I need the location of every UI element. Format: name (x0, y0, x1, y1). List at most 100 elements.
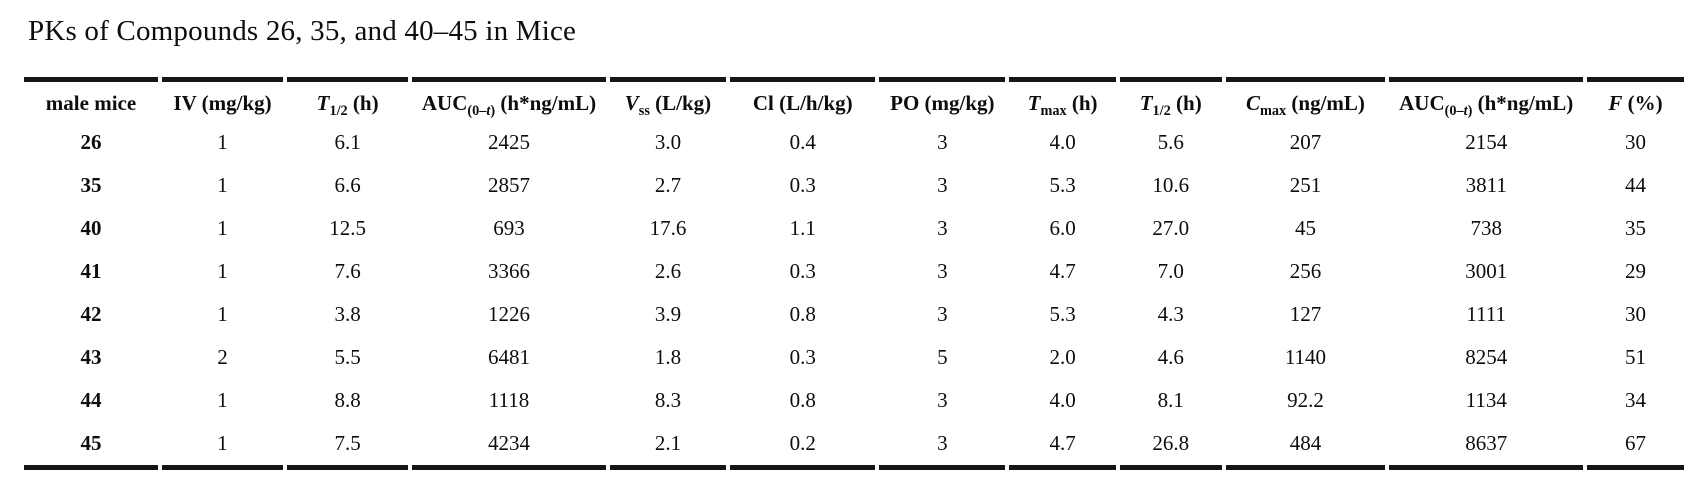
cell: 0.8 (789, 388, 816, 412)
header-text-segment: V (624, 91, 639, 115)
header-text-segment: t (1463, 103, 1468, 120)
cell: 2.6 (654, 259, 682, 283)
cell: 1 (217, 173, 228, 197)
cell: 3811 (1465, 173, 1507, 197)
cell: 693 (493, 216, 525, 240)
table-title: PKs of Compounds 26, 35, and 40–45 in Mi… (28, 15, 577, 47)
cell: 0.3 (789, 345, 816, 369)
cell: 5.6 (1157, 130, 1184, 154)
cell: 7.0 (1157, 259, 1184, 283)
cell: 738 (1470, 216, 1502, 240)
column-header-2: IV (mg/kg) (161, 77, 284, 121)
header-row: male mice IV (mg/kg) T1/2 (h) AUC(0–t) (h*n… (24, 77, 1684, 121)
cell: 1118 (488, 388, 530, 412)
header-text-segment: male mice (45, 91, 137, 115)
header-text-segment: ) (490, 103, 496, 120)
cell: 1134 (1465, 388, 1507, 412)
cell: 8.8 (334, 388, 361, 412)
cell: 127 (1289, 302, 1322, 326)
table-row-compound-26: 26 1 6.1 2425 3.0 0.4 3 4.0 5.6 207 2154 30 (24, 121, 1684, 164)
header-text-segment: T (1027, 91, 1041, 115)
header-text-segment: 1/2 (329, 103, 348, 120)
cell: 2857 (488, 173, 530, 197)
cell: 1 (217, 302, 228, 326)
header-text-segment: PO (mg/kg) (890, 91, 995, 115)
cell: 4.7 (1009, 422, 1116, 470)
cell: 35 (1625, 216, 1647, 240)
header-text-segment: (0– (1444, 103, 1464, 120)
cell: 5.3 (1049, 173, 1076, 197)
compound-id: 42 (80, 302, 102, 326)
cell: 4.3 (1157, 302, 1184, 326)
column-header-8: Tmax (h) (1009, 77, 1116, 121)
cell: 1 (217, 259, 228, 283)
cell: 67 (1587, 422, 1684, 470)
header-text-segment: max (1040, 103, 1067, 120)
header-text-segment: t (486, 103, 491, 120)
cell: 484 (1225, 422, 1386, 470)
cell: 34 (1625, 388, 1647, 412)
table-row-compound-35: 35 1 6.6 2857 2.7 0.3 3 5.3 10.6 251 3811 44 (24, 164, 1684, 207)
header-text-segment: ss (638, 103, 650, 120)
cell: 3366 (488, 259, 530, 283)
cell: 27.0 (1152, 216, 1190, 240)
cell: 3 (937, 302, 948, 326)
cell: 3001 (1465, 259, 1508, 283)
cell: 0.4 (789, 130, 816, 154)
cell: 3.9 (654, 302, 682, 326)
cell: 17.6 (649, 216, 687, 240)
column-header-7: PO (mg/kg) (879, 77, 1006, 121)
cell: 256 (1289, 259, 1322, 283)
header-text-segment: (h) (1170, 91, 1202, 115)
cell: 4.6 (1157, 345, 1184, 369)
cell: 6.6 (334, 173, 361, 197)
cell: 1.8 (654, 345, 682, 369)
header-text-segment: (ng/mL) (1286, 91, 1365, 115)
cell: 3 (937, 130, 948, 154)
cell: 30 (1625, 130, 1647, 154)
cell: 26.8 (1119, 422, 1222, 470)
cell: 1140 (1284, 345, 1327, 369)
cell: 8637 (1389, 422, 1584, 470)
cell: 7.6 (334, 259, 361, 283)
column-header-4: AUC(0–t) (h*ng/mL) (412, 77, 606, 121)
cell: 2154 (1465, 130, 1508, 154)
cell: 2.0 (1049, 345, 1076, 369)
cell: 92.2 (1287, 388, 1324, 412)
header-text-segment: 1/2 (1152, 103, 1171, 120)
compound-id: 41 (80, 259, 102, 283)
cell: 30 (1625, 302, 1647, 326)
cell: 10.6 (1152, 173, 1190, 197)
column-header-9: T1/2 (h) (1119, 77, 1222, 121)
header-text-segment: F (1608, 91, 1623, 115)
compound-id: 45 (24, 422, 158, 470)
cell: 29 (1625, 259, 1647, 283)
header-text-segment: (h*ng/mL) (495, 91, 597, 115)
cell: 1 (217, 216, 228, 240)
cell: 1226 (488, 302, 530, 326)
cell: 51 (1625, 345, 1647, 369)
cell: 4.7 (1049, 259, 1076, 283)
cell: 12.5 (329, 216, 366, 240)
header-text-segment: T (1139, 91, 1153, 115)
cell: 4.0 (1049, 130, 1076, 154)
column-header-5: Vss (L/kg) (609, 77, 727, 121)
table-row-compound-40: 40 1 12.5 693 17.6 1.1 3 6.0 27.0 45 738 35 (24, 207, 1684, 250)
cell: 6481 (488, 345, 530, 369)
table-head: male mice IV (mg/kg) T1/2 (h) AUC(0–t) (h*n… (24, 77, 1684, 121)
table-row-compound-45: 45 1 7.5 4234 2.1 0.2 3 4.7 26.8 484 8637 67 (24, 422, 1684, 470)
cell: 7.5 (287, 422, 409, 470)
cell: 3.0 (654, 130, 682, 154)
header-text-segment: (0– (467, 103, 487, 120)
cell: 8254 (1465, 345, 1508, 369)
compound-id: 43 (80, 345, 102, 369)
cell: 5.5 (334, 345, 361, 369)
header-text-segment: T (316, 91, 330, 115)
cell: 3 (937, 388, 948, 412)
cell: 2 (217, 345, 228, 369)
table-row-compound-41: 41 1 7.6 3366 2.6 0.3 3 4.7 7.0 256 3001 29 (24, 250, 1684, 293)
header-text-segment: (h) (347, 91, 379, 115)
cell: 3 (937, 259, 948, 283)
cell: 45 (1294, 216, 1316, 240)
